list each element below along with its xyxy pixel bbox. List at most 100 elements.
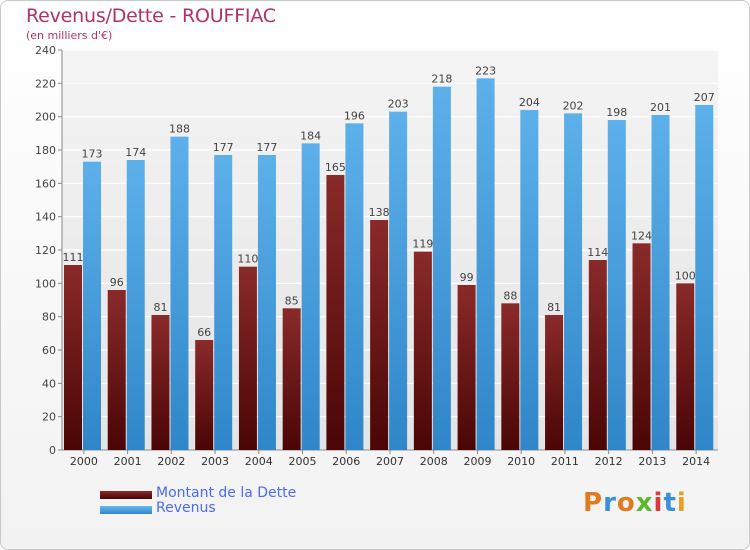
bar-debt <box>457 285 476 450</box>
bar-revenue <box>564 113 583 450</box>
data-label-revenue: 203 <box>388 98 409 111</box>
y-tick-label: 140 <box>35 211 56 224</box>
y-tick-label: 100 <box>35 277 56 290</box>
y-tick-label: 160 <box>35 177 56 190</box>
y-tick-label: 80 <box>42 311 56 324</box>
x-tick-label: 2008 <box>420 455 448 468</box>
y-tick-label: 220 <box>35 77 56 90</box>
data-label-revenue: 201 <box>650 101 671 114</box>
bar-revenue <box>476 78 495 450</box>
bar-debt <box>238 266 257 450</box>
logo-letter: t <box>663 488 677 518</box>
logo-letter: i <box>676 488 687 518</box>
chart-subtitle: (en milliers d'€) <box>26 29 113 42</box>
bar-revenue <box>83 161 101 450</box>
y-tick-label: 40 <box>42 377 56 390</box>
data-label-debt: 100 <box>675 269 696 282</box>
bar-revenue <box>170 136 189 450</box>
y-tick-label: 180 <box>35 144 56 157</box>
data-label-revenue: 202 <box>563 99 584 112</box>
data-label-revenue: 173 <box>82 148 103 161</box>
logo-letter: i <box>653 488 664 518</box>
logo-letter: o <box>616 488 636 518</box>
bar-debt <box>413 251 432 450</box>
bar-revenue <box>345 123 364 450</box>
logo-letter: x <box>635 488 654 518</box>
data-label-revenue: 218 <box>431 73 452 86</box>
y-tick-label: 20 <box>42 411 56 424</box>
bar-debt <box>501 303 520 450</box>
data-label-debt: 66 <box>197 326 211 339</box>
x-tick-label: 2000 <box>70 455 98 468</box>
x-tick-label: 2009 <box>463 455 491 468</box>
bar-debt <box>676 283 695 450</box>
data-label-revenue: 174 <box>125 146 146 159</box>
data-label-revenue: 198 <box>606 106 627 119</box>
x-tick-label: 2013 <box>638 455 666 468</box>
x-tick-label: 2004 <box>245 455 273 468</box>
x-tick-label: 2011 <box>551 455 579 468</box>
legend-swatch-debt <box>100 491 152 499</box>
data-label-revenue: 184 <box>300 129 321 142</box>
y-tick-label: 0 <box>49 444 56 457</box>
data-label-debt: 165 <box>325 161 346 174</box>
x-tick-label: 2003 <box>201 455 229 468</box>
y-tick-label: 200 <box>35 111 56 124</box>
bar-debt <box>326 175 345 450</box>
data-label-revenue: 188 <box>169 123 190 136</box>
bar-revenue <box>257 155 276 450</box>
bar-revenue <box>301 143 320 451</box>
bar-debt <box>632 243 651 450</box>
x-tick-label: 2007 <box>376 455 404 468</box>
data-label-revenue: 196 <box>344 109 365 122</box>
proxiti-logo: Proxiti <box>583 488 687 518</box>
data-label-debt: 81 <box>153 301 167 314</box>
bar-revenue <box>695 105 714 450</box>
x-tick-label: 2005 <box>289 455 317 468</box>
x-tick-label: 2012 <box>595 455 623 468</box>
x-tick-label: 2010 <box>507 455 535 468</box>
bar-debt <box>545 315 564 450</box>
legend-label-debt: Montant de la Dette <box>156 485 297 501</box>
bar-revenue <box>651 115 670 450</box>
data-label-debt: 81 <box>547 301 561 314</box>
bar-debt <box>64 265 82 450</box>
bar-debt <box>107 290 126 450</box>
x-tick-label: 2001 <box>114 455 142 468</box>
y-tick-label: 120 <box>35 244 56 257</box>
y-tick-label: 240 <box>35 44 56 57</box>
data-label-debt: 111 <box>63 251 84 264</box>
legend-swatch-revenue <box>100 506 152 514</box>
data-label-debt: 114 <box>587 246 608 259</box>
data-label-revenue: 207 <box>694 91 715 104</box>
bar-revenue <box>432 86 451 451</box>
data-label-debt: 96 <box>110 276 124 289</box>
bar-debt <box>195 340 214 450</box>
bar-revenue <box>607 120 626 450</box>
bar-debt <box>151 315 170 450</box>
y-tick-label: 60 <box>42 344 56 357</box>
data-label-debt: 99 <box>460 271 474 284</box>
data-label-revenue: 204 <box>519 96 540 109</box>
data-label-revenue: 177 <box>256 141 277 154</box>
bar-revenue <box>520 110 539 450</box>
logo-letter: r <box>603 488 617 518</box>
legend-label-revenue: Revenus <box>156 500 216 516</box>
bar-revenue <box>126 160 145 450</box>
chart-title: Revenus/Dette - ROUFFIAC <box>26 5 276 27</box>
data-label-debt: 138 <box>369 206 390 219</box>
x-tick-label: 2014 <box>682 455 710 468</box>
data-label-revenue: 177 <box>213 141 234 154</box>
bar-revenue <box>389 111 408 451</box>
data-label-debt: 88 <box>503 289 517 302</box>
data-label-debt: 124 <box>631 229 652 242</box>
data-label-debt: 119 <box>412 238 433 251</box>
bar-debt <box>588 260 607 450</box>
data-label-debt: 110 <box>237 253 258 266</box>
data-label-revenue: 223 <box>475 64 496 77</box>
x-tick-label: 2006 <box>332 455 360 468</box>
data-label-debt: 85 <box>285 294 299 307</box>
bar-debt <box>282 308 301 450</box>
bar-revenue <box>214 155 233 450</box>
